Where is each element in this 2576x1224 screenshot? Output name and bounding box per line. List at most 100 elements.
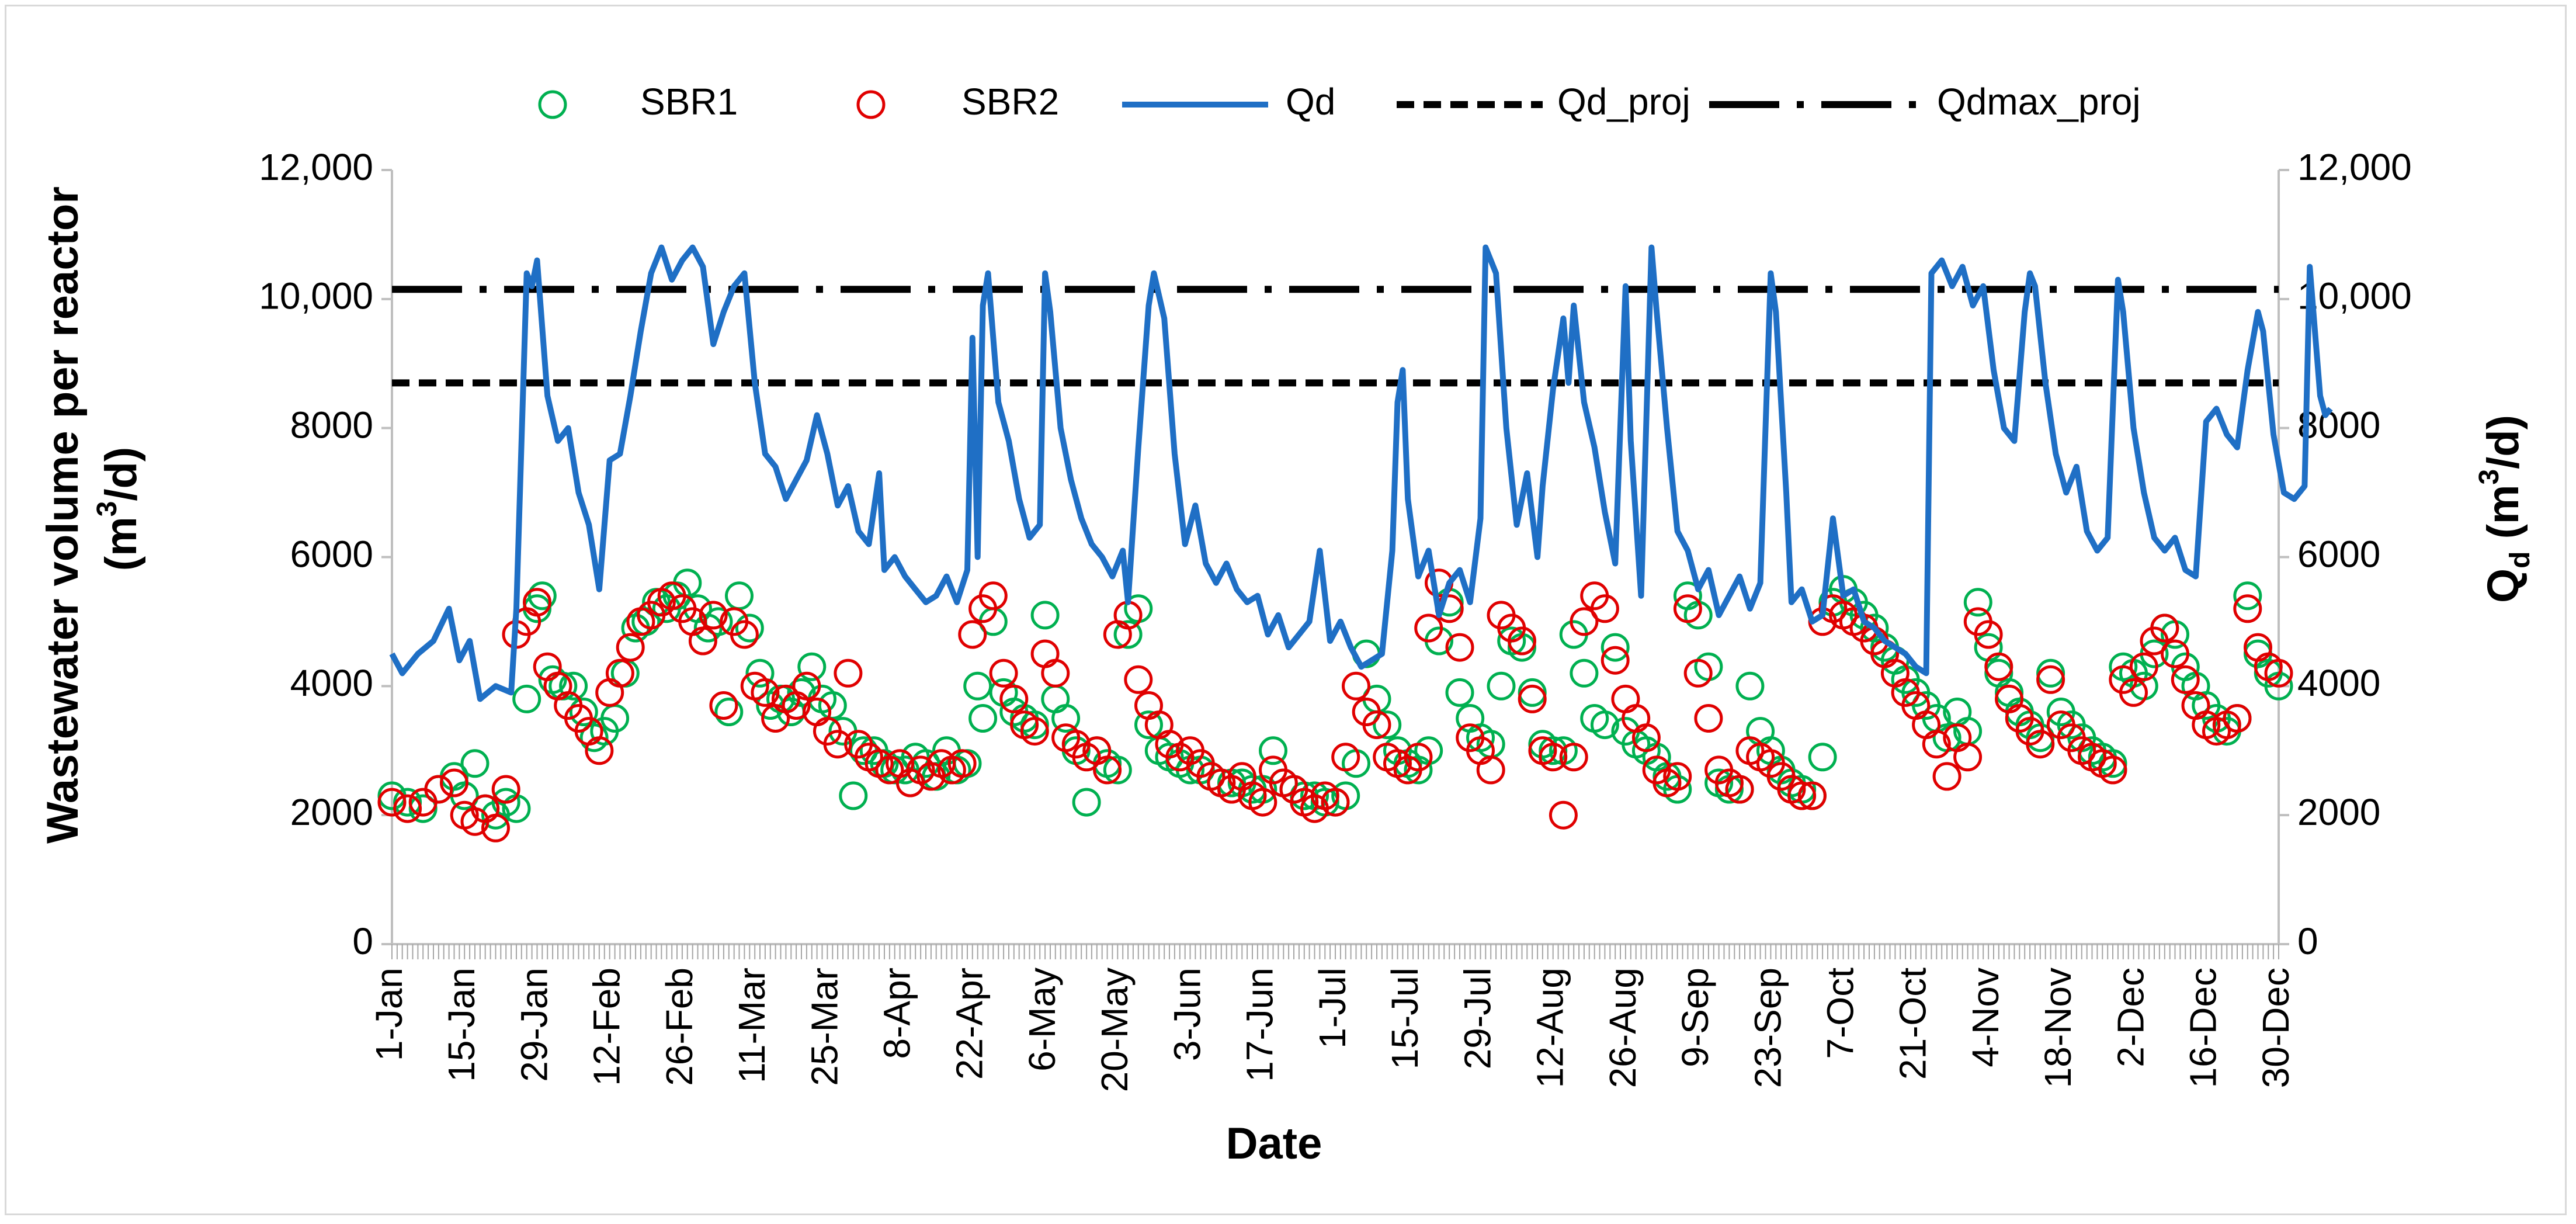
sbr1-point [1020, 710, 1049, 740]
sbr2-point [1631, 723, 1661, 753]
sbr2-point [1508, 626, 1536, 656]
sbr1-point [1259, 736, 1287, 765]
x-minor-tick-marks [391, 944, 2279, 959]
y-axis-title-left: Wastewater volume per reactor (m3/d) [38, 174, 146, 844]
sbr1-point [2098, 749, 2127, 778]
sbr2-point [595, 678, 624, 707]
sbr2-point [1331, 743, 1360, 772]
sbr2-point [1725, 775, 1754, 804]
sbr2-point [1570, 607, 1599, 636]
sbr2-point [2171, 665, 2200, 694]
sbr2-point [947, 749, 977, 778]
legend-item-qdmax-proj: Qdmax_proj [1709, 81, 2141, 123]
y-tick-label-right: 2000 [2297, 791, 2380, 833]
x-tick-label: 12-Aug [1529, 968, 1571, 1088]
sbr2-point [2036, 665, 2065, 694]
sbr2-point [1663, 762, 1692, 791]
y-tick-label-left: 4000 [290, 662, 373, 704]
y-tick-label-left: 6000 [290, 533, 373, 575]
sbr2-point [2026, 730, 2055, 759]
sbr1-point [1539, 736, 1568, 765]
x-tick-label: 21-Oct [1892, 968, 1934, 1080]
sbr1-point [1746, 717, 1775, 746]
x-tick-label: 29-Jan [513, 968, 555, 1082]
sbr2-point [1342, 671, 1370, 701]
x-tick-label: 1-Jul [1311, 968, 1353, 1049]
x-tick-label: 29-Jul [1456, 968, 1498, 1069]
sbr2-point [1549, 800, 1578, 830]
x-tick-label: 4-Nov [1964, 968, 2006, 1067]
sbr2-point [585, 736, 614, 765]
sbr2-point [1922, 730, 1951, 759]
sbr2-point [1953, 743, 1983, 772]
sbr2-point [751, 678, 780, 707]
sbr2-point [1694, 704, 1723, 733]
sbr1-point [963, 671, 992, 701]
sbr2-point [2150, 613, 2179, 643]
sbr1-point [1601, 633, 1630, 662]
x-tick-label: 9-Sep [1674, 968, 1716, 1067]
sbr2-point [2129, 652, 2158, 681]
sbr2-point [823, 730, 852, 759]
x-tick-label: 15-Jul [1384, 968, 1426, 1069]
x-axis-title: Date [1226, 1119, 1322, 1168]
sbr2-point [1673, 594, 1702, 623]
sbr1-point [1570, 658, 1599, 688]
x-minor-ticks [391, 944, 2279, 959]
x-tick-label: 22-Apr [949, 968, 991, 1080]
sbr1-point [714, 698, 744, 726]
sbr2-point [605, 658, 634, 688]
legend-marker [856, 90, 886, 119]
x-tick-label: 12-Feb [586, 968, 628, 1086]
sbr2-point [1093, 755, 1122, 785]
x-tick-label: 30-Dec [2255, 968, 2297, 1088]
legend-label: SBR1 [640, 81, 738, 123]
sbr2-point [1559, 743, 1588, 772]
legend: SBR1 SBR2 Qd Qd_proj Qdmax_proj [538, 81, 2141, 123]
x-tick-label: 11-Mar [731, 968, 773, 1083]
sbr2-point [1601, 646, 1630, 675]
sbr2-point [2244, 633, 2272, 662]
sbr1-point [1590, 710, 1619, 740]
x-tick-label: 1-Jan [368, 968, 410, 1061]
sbr2-point [688, 626, 717, 656]
y-tick-label-left: 12,000 [259, 146, 373, 188]
legend-item-qd: Qd [1122, 81, 1335, 123]
chart-frame: 0 0 2000 2000 4000 4000 6000 6000 8000 8000 10,000… [5, 5, 2567, 1215]
sbr2-point [1590, 594, 1619, 623]
sbr1-point [1373, 710, 1402, 740]
legend-label: Qd [1286, 81, 1335, 123]
sbr2-point [1797, 781, 1827, 810]
sbr2-point [1362, 710, 1391, 740]
sbr2-point [834, 658, 863, 688]
sbr2-point [2119, 678, 2148, 707]
sbr2-point [1611, 684, 1640, 713]
sbr1-point [1030, 601, 1060, 630]
sbr1-point [1113, 620, 1143, 649]
x-tick-label: 6-May [1021, 968, 1063, 1072]
y-tick-label-right: 6000 [2297, 533, 2380, 575]
sbr2-point [1445, 633, 1474, 662]
x-tick-label: 26-Aug [1602, 968, 1644, 1088]
sbr1-point [735, 613, 764, 643]
sbr1-point [393, 788, 422, 817]
y-tick-label-left: 10,000 [259, 275, 373, 317]
sbr2-point [730, 620, 759, 649]
sbr2-point [616, 633, 645, 662]
sbr2-point [424, 775, 453, 804]
sbr2-point [989, 658, 1018, 688]
sbr2-point [1321, 788, 1350, 817]
sbr1-point [1134, 710, 1163, 740]
x-tick-label: 8-Apr [876, 968, 918, 1059]
sbr2-point [978, 581, 1008, 611]
x-tick-label: 20-May [1093, 968, 1136, 1092]
sbr1-point [1518, 678, 1547, 707]
y-tick-label-right: 0 [2297, 920, 2318, 962]
sbr1-point [725, 581, 754, 611]
legend-item-qd-proj: Qd_proj [1397, 81, 1690, 123]
sbr2-point [1248, 788, 1277, 817]
x-tick-label: 18-Nov [2037, 968, 2079, 1088]
sbr1-point [1072, 788, 1101, 817]
sbr2-point [1404, 743, 1433, 772]
sbr1-point [559, 671, 588, 701]
